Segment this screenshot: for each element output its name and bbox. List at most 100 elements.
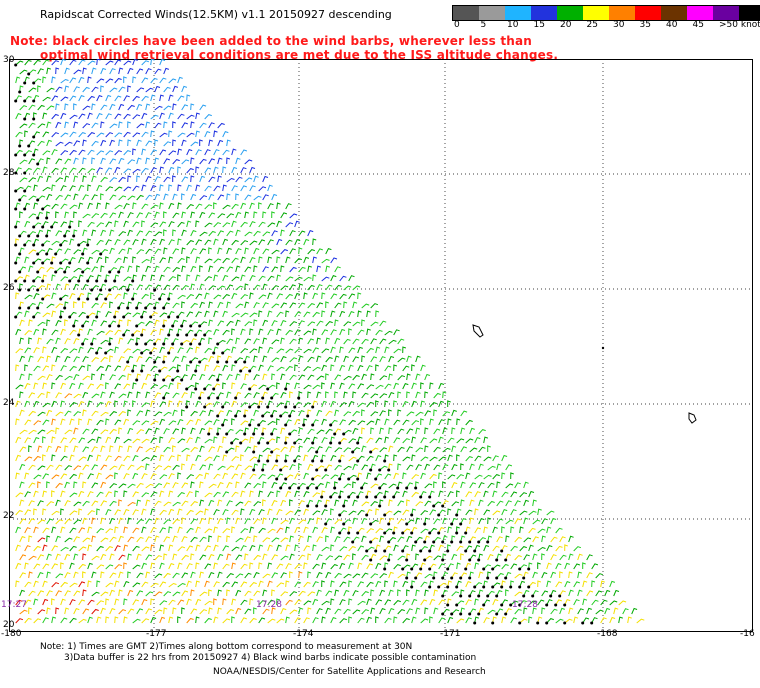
wind-barb (51, 582, 60, 588)
wind-barb (55, 337, 61, 345)
contamination-marker (275, 459, 279, 463)
wind-barb (33, 59, 41, 66)
wind-barb (199, 139, 203, 146)
wind-barb (19, 535, 26, 543)
wind-barb (294, 401, 302, 408)
wind-barb (289, 302, 297, 309)
wind-barb (33, 292, 40, 300)
wind-barb (37, 500, 44, 507)
wind-barb (132, 454, 139, 462)
wind-barb (217, 427, 222, 435)
wind-barb (181, 517, 186, 525)
wind-barb (145, 447, 154, 453)
wind-barb (348, 598, 353, 606)
wind-barb (186, 148, 193, 156)
wind-barb (82, 157, 87, 165)
wind-barb (55, 194, 63, 201)
wind-barb (438, 509, 446, 516)
wind-barb (28, 392, 36, 399)
wind-barb (118, 231, 127, 237)
contamination-marker (171, 324, 175, 328)
wind-barb (123, 473, 130, 480)
wind-barb (181, 265, 186, 273)
wind-barb (105, 274, 110, 282)
wind-barb (303, 384, 312, 390)
contamination-marker (446, 603, 450, 607)
contamination-marker (491, 567, 495, 571)
wind-barb (136, 391, 141, 399)
wind-barb (87, 168, 96, 174)
wind-barb (172, 428, 180, 435)
wind-barb (253, 535, 258, 543)
wind-barb (168, 78, 177, 84)
wind-barb (487, 571, 492, 579)
wind-barb (312, 366, 321, 372)
wind-barb (42, 96, 51, 102)
wind-barb (307, 391, 312, 399)
wind-barb (28, 140, 36, 147)
wind-barb (564, 562, 570, 570)
wind-barb (24, 274, 30, 282)
contamination-marker (243, 360, 247, 364)
wind-barb (226, 320, 234, 327)
wind-barb (78, 113, 86, 120)
wind-barb (28, 213, 37, 219)
wind-barb (154, 517, 160, 525)
contamination-marker (23, 207, 27, 211)
wind-barb (132, 148, 137, 156)
wind-barb (28, 69, 37, 75)
contamination-marker (590, 621, 594, 625)
wind-barb (420, 418, 424, 426)
contamination-marker (248, 405, 252, 409)
wind-barb (24, 472, 30, 480)
wind-barb (510, 617, 517, 624)
wind-barb (60, 562, 64, 570)
wind-barb (55, 411, 64, 417)
wind-barb (24, 167, 32, 174)
wind-barb (456, 490, 460, 497)
wind-barb (352, 499, 358, 507)
wind-barb (447, 616, 454, 624)
wind-barb (559, 590, 566, 597)
wind-barb (123, 131, 131, 138)
wind-barb (226, 247, 232, 255)
contamination-marker (23, 99, 27, 103)
wind-barb (24, 95, 32, 102)
wind-barb (357, 310, 362, 318)
wind-barb (298, 302, 306, 309)
wind-barb (339, 382, 345, 390)
wind-barb (132, 330, 141, 336)
contamination-marker (36, 270, 40, 274)
wind-barb (91, 86, 99, 93)
wind-barb (172, 267, 180, 273)
contamination-marker (518, 585, 522, 589)
wind-barb (285, 599, 293, 606)
wind-barb (33, 382, 39, 390)
wind-barb (222, 472, 228, 480)
wind-barb (208, 319, 213, 327)
wind-barb (204, 528, 213, 534)
wind-barb (91, 571, 97, 579)
wind-barb (159, 257, 166, 264)
wind-barb (271, 572, 278, 579)
wind-barb (429, 616, 433, 624)
wind-barb (415, 607, 421, 615)
wind-barb (240, 149, 248, 156)
wind-barb (91, 482, 99, 489)
wind-barb (87, 491, 94, 498)
contamination-marker (113, 279, 117, 283)
wind-barb (244, 392, 252, 399)
wind-barb (118, 337, 124, 345)
wind-barb (343, 499, 349, 507)
wind-barb (307, 409, 312, 417)
wind-barb (51, 526, 57, 534)
wind-barb (303, 311, 311, 318)
wind-barb (429, 438, 438, 444)
wind-barb (276, 563, 284, 570)
contamination-marker (27, 234, 31, 238)
wind-barb (357, 617, 365, 624)
wind-barb (177, 438, 186, 444)
wind-barb (33, 598, 39, 606)
wind-barb (240, 366, 249, 372)
contamination-marker (207, 432, 211, 436)
